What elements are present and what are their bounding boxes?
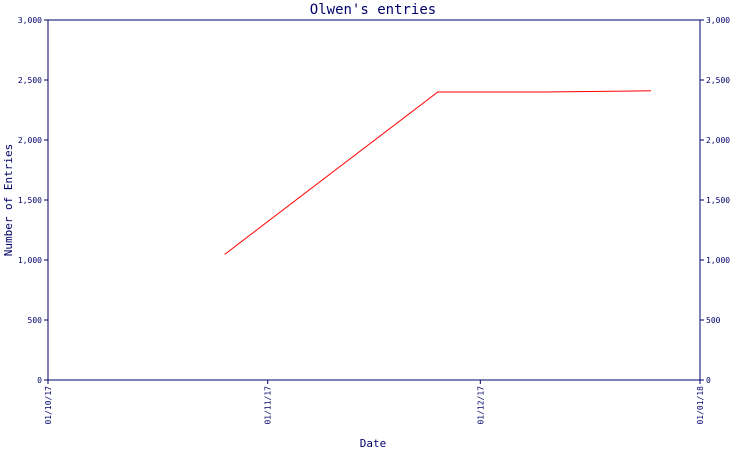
x-tick-label: 01/11/17	[264, 386, 273, 425]
y-axis-left: 0 500 1,000 1,500 2,000 2,500 3,000	[18, 16, 48, 385]
y-tick-label-left: 3,000	[18, 16, 42, 25]
x-tick-label: 01/12/17	[476, 386, 485, 425]
y-tick-label-right: 1,000	[706, 256, 730, 265]
y-tick-label-right: 3,000	[706, 16, 730, 25]
data-point	[543, 91, 545, 93]
x-axis: 01/10/17 01/11/17 01/12/17 01/01/18	[44, 380, 705, 425]
x-tick-label: 01/01/18	[696, 386, 705, 425]
data-point	[437, 91, 439, 93]
y-tick-label-right: 2,000	[706, 136, 730, 145]
y-tick-label-right: 500	[706, 316, 721, 325]
y-tick-label-right: 1,500	[706, 196, 730, 205]
data-point	[224, 253, 226, 255]
x-axis-label: Date	[360, 437, 387, 450]
series-line	[224, 90, 651, 255]
y-tick-label-right: 0	[706, 376, 711, 385]
chart-title: Olwen's entries	[310, 2, 436, 18]
y-tick-label-left: 500	[28, 316, 43, 325]
series-group	[224, 90, 651, 255]
plot-area-frame	[47, 19, 701, 381]
y-axis-right: 0 500 1,000 1,500 2,000 2,500 3,000	[700, 16, 730, 385]
y-tick-label-right: 2,500	[706, 76, 730, 85]
y-tick-label-left: 0	[37, 376, 42, 385]
y-tick-label-left: 1,000	[18, 256, 42, 265]
y-tick-label-left: 2,500	[18, 76, 42, 85]
y-tick-label-left: 2,000	[18, 136, 42, 145]
x-tick-label: 01/10/17	[44, 386, 53, 425]
y-tick-label-left: 1,500	[18, 196, 42, 205]
y-axis-label: Number of Entries	[2, 144, 15, 257]
data-point	[649, 90, 651, 92]
